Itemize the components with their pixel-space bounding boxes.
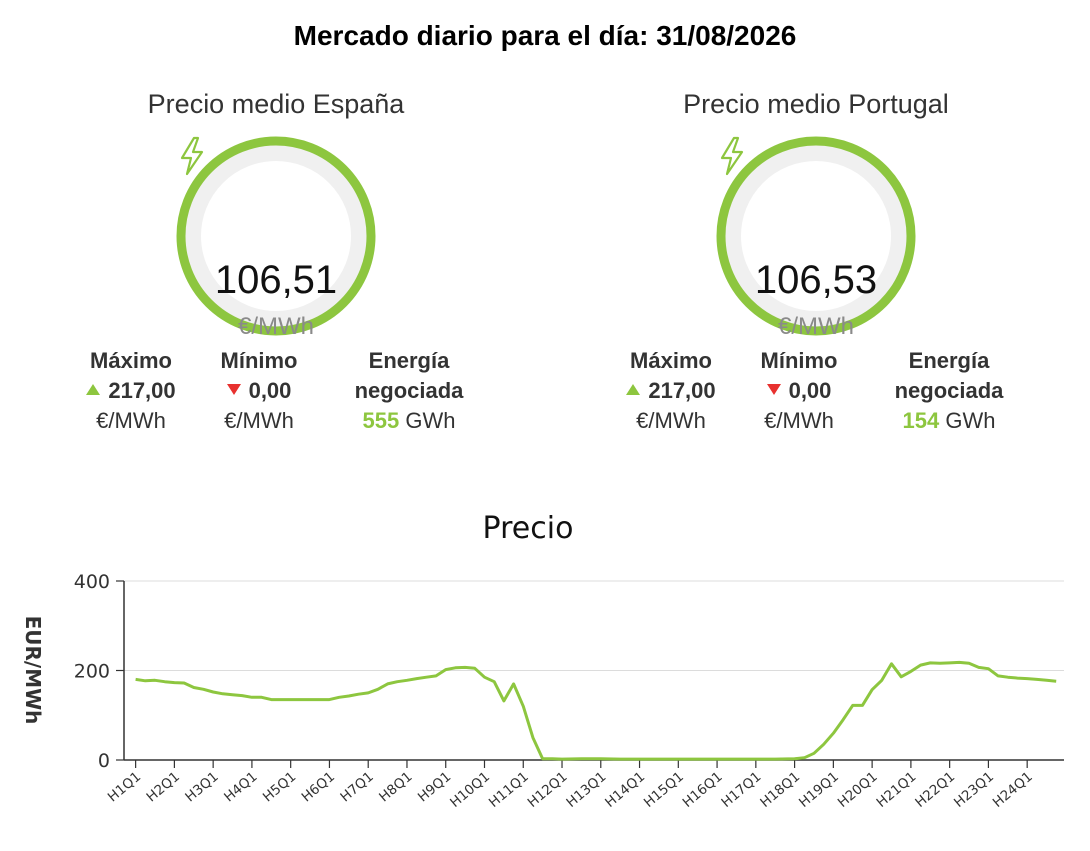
- chart-y-axis-label: EUR/MWh: [21, 616, 45, 725]
- spain-energy-unit: GWh: [405, 408, 456, 433]
- x-tick-label: H16Q1: [680, 769, 726, 811]
- spain-energy-label-2: negociada: [354, 378, 464, 403]
- portugal-energy-value: 154: [902, 408, 940, 433]
- spain-min-label: Mínimo: [220, 348, 298, 373]
- spain-panel: Precio medio España 106,51 €/MWh Máximo …: [76, 84, 476, 433]
- spain-max-label: Máximo: [90, 348, 172, 373]
- lightning-icon: [720, 136, 744, 176]
- down-arrow-icon: [766, 384, 781, 395]
- x-tick-label: H4Q1: [221, 769, 260, 806]
- portugal-energy: Energía negociada 154 GWh: [884, 346, 1014, 436]
- portugal-gauge: 106,53 €/MWh: [716, 136, 916, 340]
- x-tick-label: H21Q1: [874, 769, 920, 811]
- x-tick-label: H5Q1: [260, 769, 299, 806]
- portugal-price-unit: €/MWh: [777, 313, 854, 340]
- portugal-min-unit: €/MWh: [764, 408, 834, 433]
- portugal-max: Máximo 217,00 €/MWh: [616, 346, 726, 436]
- portugal-energy-label-2: negociada: [894, 378, 1004, 403]
- spain-max-value: 217,00: [108, 378, 176, 403]
- portugal-energy-unit: GWh: [945, 408, 996, 433]
- spain-min: Mínimo 0,00 €/MWh: [204, 346, 314, 436]
- y-tick-label: 400: [74, 571, 110, 593]
- down-arrow-icon: [226, 384, 241, 395]
- portugal-max-value: 217,00: [648, 378, 716, 403]
- spain-min-value: 0,00: [248, 378, 292, 403]
- portugal-title: Precio medio Portugal: [683, 89, 949, 119]
- portugal-min-value: 0,00: [788, 378, 832, 403]
- x-tick-label: H15Q1: [641, 769, 687, 811]
- portugal-energy-label-1: Energía: [908, 348, 990, 373]
- lightning-icon: [180, 136, 204, 176]
- portugal-panel: Precio medio Portugal 106,53 €/MWh Máxim…: [616, 84, 1016, 433]
- x-tick-label: H10Q1: [447, 769, 493, 811]
- portugal-gauge-ring: [716, 136, 916, 336]
- spain-gauge-ring: [176, 136, 376, 336]
- x-tick-label: H23Q1: [951, 769, 997, 811]
- x-tick-label: H12Q1: [525, 769, 571, 811]
- x-tick-label: H13Q1: [563, 769, 609, 811]
- portugal-max-unit: €/MWh: [636, 408, 706, 433]
- x-tick-label: H3Q1: [182, 769, 221, 806]
- spain-title: Precio medio España: [147, 89, 405, 119]
- up-arrow-icon: [86, 384, 101, 395]
- price-series-line: [135, 660, 1057, 761]
- chart-series: [135, 660, 1057, 761]
- y-tick-label: 0: [98, 750, 110, 772]
- chart-grid: [123, 580, 1064, 761]
- portugal-min-label: Mínimo: [760, 348, 838, 373]
- page-title: Mercado diario para el día: 31/08/2026: [293, 20, 797, 51]
- spain-min-unit: €/MWh: [224, 408, 294, 433]
- x-tick-label: H1Q1: [105, 769, 144, 806]
- spain-max: Máximo 217,00 €/MWh: [76, 346, 186, 436]
- x-tick-label: H11Q1: [486, 769, 532, 811]
- portugal-price-value: 106,53: [754, 258, 878, 302]
- portugal-max-label: Máximo: [630, 348, 712, 373]
- spain-energy-value: 555: [362, 408, 400, 433]
- chart-x-ticks: H1Q1 H2Q1 H3Q1 H4Q1 H5Q1 H6Q1 H7Q1 H8Q1 H9Q1H10Q…: [105, 760, 1036, 811]
- chart-title: Precio: [483, 511, 574, 546]
- x-tick-label: H6Q1: [299, 769, 338, 806]
- x-tick-label: H18Q1: [757, 769, 803, 811]
- spain-energy-label-1: Energía: [368, 348, 450, 373]
- x-tick-label: H20Q1: [835, 769, 881, 811]
- portugal-min: Mínimo 0,00 €/MWh: [744, 346, 854, 436]
- x-tick-label: H7Q1: [337, 769, 376, 806]
- x-tick-label: H19Q1: [796, 769, 842, 811]
- x-tick-label: H22Q1: [912, 769, 958, 811]
- x-tick-label: H17Q1: [718, 769, 764, 811]
- up-arrow-icon: [626, 384, 641, 395]
- portugal-stats: Máximo 217,00 €/MWh Mínimo 0,00 €/MWh En…: [616, 346, 1016, 446]
- spain-price-unit: €/MWh: [237, 313, 314, 340]
- spain-max-unit: €/MWh: [96, 408, 166, 433]
- price-chart: Precio EUR/MWh 0 200 400 H1Q1 H2Q1 H3Q1 H4Q1 H…: [0, 500, 1090, 846]
- spain-energy: Energía negociada 555 GWh: [344, 346, 474, 436]
- chart-y-ticks: 0 200 400: [74, 571, 124, 772]
- x-tick-label: H24Q1: [990, 769, 1036, 811]
- x-tick-label: H2Q1: [144, 769, 183, 806]
- spain-stats: Máximo 217,00 €/MWh Mínimo 0,00 €/MWh En…: [76, 346, 476, 446]
- y-tick-label: 200: [74, 661, 110, 683]
- x-tick-label: H14Q1: [602, 769, 648, 811]
- spain-gauge: 106,51 €/MWh: [176, 136, 376, 340]
- spain-price-value: 106,51: [214, 258, 338, 302]
- x-tick-label: H8Q1: [376, 769, 415, 806]
